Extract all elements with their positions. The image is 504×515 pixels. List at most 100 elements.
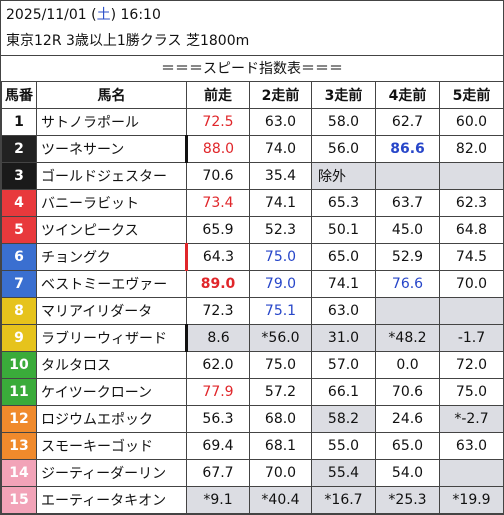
index-cell <box>439 297 504 325</box>
index-cell: 65.0 <box>311 243 376 271</box>
index-cell: 75.0 <box>249 351 312 379</box>
horse-number: 12 <box>1 405 37 433</box>
col-header-horse-name: 馬名 <box>36 81 187 109</box>
table-row: 1 サトノラポール 72.5 63.0 58.0 62.7 60.0 <box>1 108 504 136</box>
index-cell: 70.6 <box>375 378 440 406</box>
index-cell: 50.1 <box>311 216 376 244</box>
index-cell: 56.0 <box>311 135 376 163</box>
index-cell: 70.6 <box>186 162 250 190</box>
col-header-last-race: 前走 <box>186 81 250 109</box>
col-header-4-races-ago: 4走前 <box>375 81 440 109</box>
table-row: 2 ツーネサーン 88.0 74.0 56.0 86.6 82.0 <box>1 135 504 163</box>
index-cell: 74.5 <box>439 243 504 271</box>
index-cell: 52.3 <box>249 216 312 244</box>
index-cell: 65.0 <box>375 432 440 460</box>
index-cell <box>375 297 440 325</box>
index-cell: 70.0 <box>249 459 312 487</box>
index-cell: 82.0 <box>439 135 504 163</box>
index-cell: 8.6 <box>185 324 250 352</box>
index-cell: 58.0 <box>311 108 376 136</box>
index-cell: 64.8 <box>439 216 504 244</box>
horse-name: バニーラビット <box>36 189 187 217</box>
horse-name: エーティータキオン <box>36 486 187 514</box>
table-row: 10 タルタロス 62.0 75.0 57.0 0.0 72.0 <box>1 351 504 379</box>
horse-name: ベストミーエヴァー <box>36 270 187 298</box>
index-cell: 74.1 <box>249 189 312 217</box>
horse-name: スモーキーゴッド <box>36 432 187 460</box>
index-cell: 69.4 <box>186 432 250 460</box>
table-row: 8 マリアイリダータ 72.3 75.1 63.0 <box>1 297 504 325</box>
index-cell: *-2.7 <box>439 405 504 433</box>
horse-name: タルタロス <box>36 351 187 379</box>
horse-number: 3 <box>1 162 37 190</box>
index-cell: 45.0 <box>375 216 440 244</box>
index-cell: *16.7 <box>311 486 376 514</box>
index-cell: 63.7 <box>375 189 440 217</box>
horse-name: ゴールドジェスター <box>36 162 187 190</box>
table-row: 7 ベストミーエヴァー 89.0 79.0 74.1 76.6 70.0 <box>1 270 504 298</box>
index-cell: 58.2 <box>311 405 376 433</box>
index-cell: *19.9 <box>439 486 504 514</box>
index-cell: 57.2 <box>249 378 312 406</box>
horse-number: 10 <box>1 351 37 379</box>
index-cell: *40.4 <box>249 486 312 514</box>
horse-name: ラブリーウィザード <box>36 324 187 352</box>
table-row: 11 ケイツークローン 77.9 57.2 66.1 70.6 75.0 <box>1 378 504 406</box>
col-header-3-races-ago: 3走前 <box>311 81 376 109</box>
index-cell: 63.0 <box>249 108 312 136</box>
index-cell: 66.1 <box>311 378 376 406</box>
horse-name: ジーティーダーリン <box>36 459 187 487</box>
divider <box>1 55 503 56</box>
table-row: 3 ゴールドジェスター 70.6 35.4 除外 <box>1 162 504 190</box>
index-cell: *25.3 <box>375 486 440 514</box>
horse-number: 2 <box>1 135 37 163</box>
index-cell: 31.0 <box>311 324 376 352</box>
col-header-2-races-ago: 2走前 <box>249 81 312 109</box>
index-cell: 63.0 <box>439 432 504 460</box>
horse-number: 1 <box>1 108 37 136</box>
table-header-row: 馬番 馬名 前走 2走前 3走前 4走前 5走前 <box>1 81 504 109</box>
index-cell: 除外 <box>311 162 376 190</box>
table-row: 9 ラブリーウィザード 8.6 *56.0 31.0 *48.2 -1.7 <box>1 324 504 352</box>
col-header-5-races-ago: 5走前 <box>439 81 504 109</box>
index-cell: 52.9 <box>375 243 440 271</box>
index-cell: 79.0 <box>249 270 312 298</box>
race-date: 2025/11/01 ( <box>6 7 97 23</box>
horse-number: 9 <box>1 324 37 352</box>
index-cell: 70.0 <box>439 270 504 298</box>
index-cell: 57.0 <box>311 351 376 379</box>
index-cell: 56.3 <box>186 405 250 433</box>
table-row: 13 スモーキーゴッド 69.4 68.1 55.0 65.0 63.0 <box>1 432 504 460</box>
index-cell: 62.3 <box>439 189 504 217</box>
index-cell: 55.0 <box>311 432 376 460</box>
horse-number: 15 <box>1 486 37 514</box>
index-cell: 88.0 <box>185 135 250 163</box>
index-cell: 75.0 <box>439 378 504 406</box>
index-cell: 60.0 <box>439 108 504 136</box>
race-time: ) 16:10 <box>110 7 161 23</box>
index-cell: 89.0 <box>186 270 250 298</box>
speed-index-table: 馬番 馬名 前走 2走前 3走前 4走前 5走前 1 サトノラポール 72.5 … <box>1 81 504 514</box>
table-row: 15 エーティータキオン *9.1 *40.4 *16.7 *25.3 *19.… <box>1 486 504 514</box>
horse-name: マリアイリダータ <box>36 297 187 325</box>
index-cell <box>439 459 504 487</box>
horse-number: 13 <box>1 432 37 460</box>
horse-name: サトノラポール <box>36 108 187 136</box>
index-cell: 55.4 <box>311 459 376 487</box>
index-cell: 65.9 <box>186 216 250 244</box>
index-cell: 67.7 <box>186 459 250 487</box>
index-cell <box>375 162 440 190</box>
index-cell: 73.4 <box>186 189 250 217</box>
index-cell: *48.2 <box>375 324 440 352</box>
table-row: 4 バニーラビット 73.4 74.1 65.3 63.7 62.3 <box>1 189 504 217</box>
index-cell: 64.3 <box>185 243 250 271</box>
horse-number: 4 <box>1 189 37 217</box>
index-cell: 62.7 <box>375 108 440 136</box>
index-cell: 72.3 <box>186 297 250 325</box>
index-cell: 72.0 <box>439 351 504 379</box>
horse-name: ツーネサーン <box>36 135 187 163</box>
index-cell: 74.1 <box>311 270 376 298</box>
index-cell: 65.3 <box>311 189 376 217</box>
horse-name: ケイツークローン <box>36 378 187 406</box>
